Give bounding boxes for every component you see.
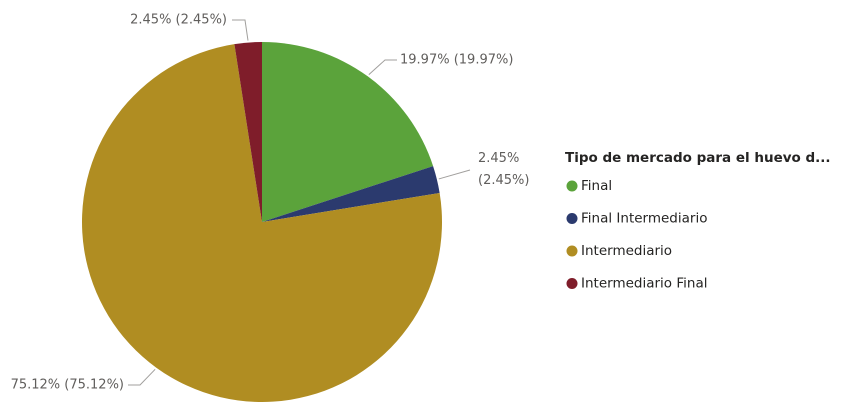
legend-marker [566, 180, 578, 192]
legend-label: Final Intermediario [581, 211, 707, 227]
data-label: 2.45% (2.45%) [130, 13, 227, 28]
data-label: 75.12% (75.12%) [11, 378, 124, 393]
leader-line [438, 169, 471, 180]
legend-marker [566, 213, 578, 224]
leader-line [368, 59, 397, 76]
legend-title: Tipo de mercado para el huevo d... [565, 150, 831, 166]
pie-slice [234, 42, 262, 222]
pie-slice [262, 166, 440, 222]
leader-line [128, 368, 156, 386]
pie-slice [262, 42, 434, 222]
leader-line [232, 19, 249, 41]
data-label: 19.97% (19.97%) [400, 53, 513, 68]
legend-label: Final [581, 178, 612, 194]
legend-marker [566, 245, 578, 257]
legend-label: Intermediario [581, 243, 672, 259]
legend-marker [566, 278, 578, 289]
data-label: 2.45% (2.45%) [478, 151, 529, 188]
legend-label: Intermediario Final [581, 276, 707, 292]
pie-slice [82, 44, 442, 402]
